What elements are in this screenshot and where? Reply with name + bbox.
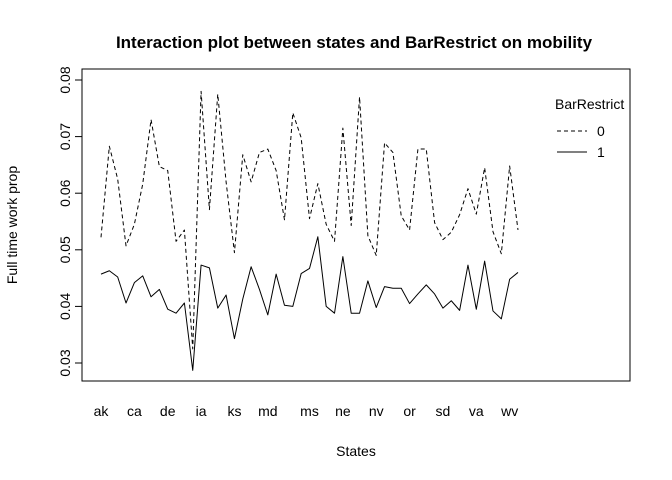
x-tick-label: sd (436, 403, 451, 419)
series-layer (100, 90, 519, 371)
x-tick-label: ca (127, 403, 142, 419)
legend-label-1: 1 (597, 144, 605, 160)
y-tick-label: 0.07 (57, 123, 73, 150)
x-tick-label: ia (196, 403, 207, 419)
x-tick-label: ak (94, 403, 110, 419)
x-tick-label: or (403, 403, 416, 419)
plot-frame (81, 68, 631, 382)
series-line-1 (100, 236, 519, 371)
y-tick-label: 0.03 (57, 349, 73, 376)
y-tick-label: 0.08 (57, 66, 73, 93)
chart-title: Interaction plot between states and BarR… (116, 33, 593, 52)
y-tick-label: 0.06 (57, 179, 73, 206)
y-axis: 0.03 0.04 0.05 0.06 0.07 0.08 (57, 66, 83, 377)
x-tick-label: de (160, 403, 176, 419)
x-tick-label: ms (300, 403, 319, 419)
y-tick-label: 0.05 (57, 236, 73, 263)
y-tick-label: 0.04 (57, 293, 73, 320)
x-axis: ak ca de ia ks md ms ne nv or sd va wv (94, 403, 519, 419)
x-tick-label: ne (335, 403, 351, 419)
y-axis-label: Full time work prop (4, 166, 20, 284)
x-tick-label: md (258, 403, 277, 419)
legend-label-0: 0 (597, 123, 605, 139)
series-line-0 (100, 90, 519, 350)
x-tick-label: va (469, 403, 484, 419)
legend: BarRestrict 0 1 (555, 96, 624, 160)
x-tick-label: ks (227, 403, 241, 419)
x-axis-label: States (336, 443, 376, 459)
legend-title: BarRestrict (555, 96, 624, 112)
x-tick-label: nv (369, 403, 384, 419)
x-tick-label: wv (500, 403, 518, 419)
